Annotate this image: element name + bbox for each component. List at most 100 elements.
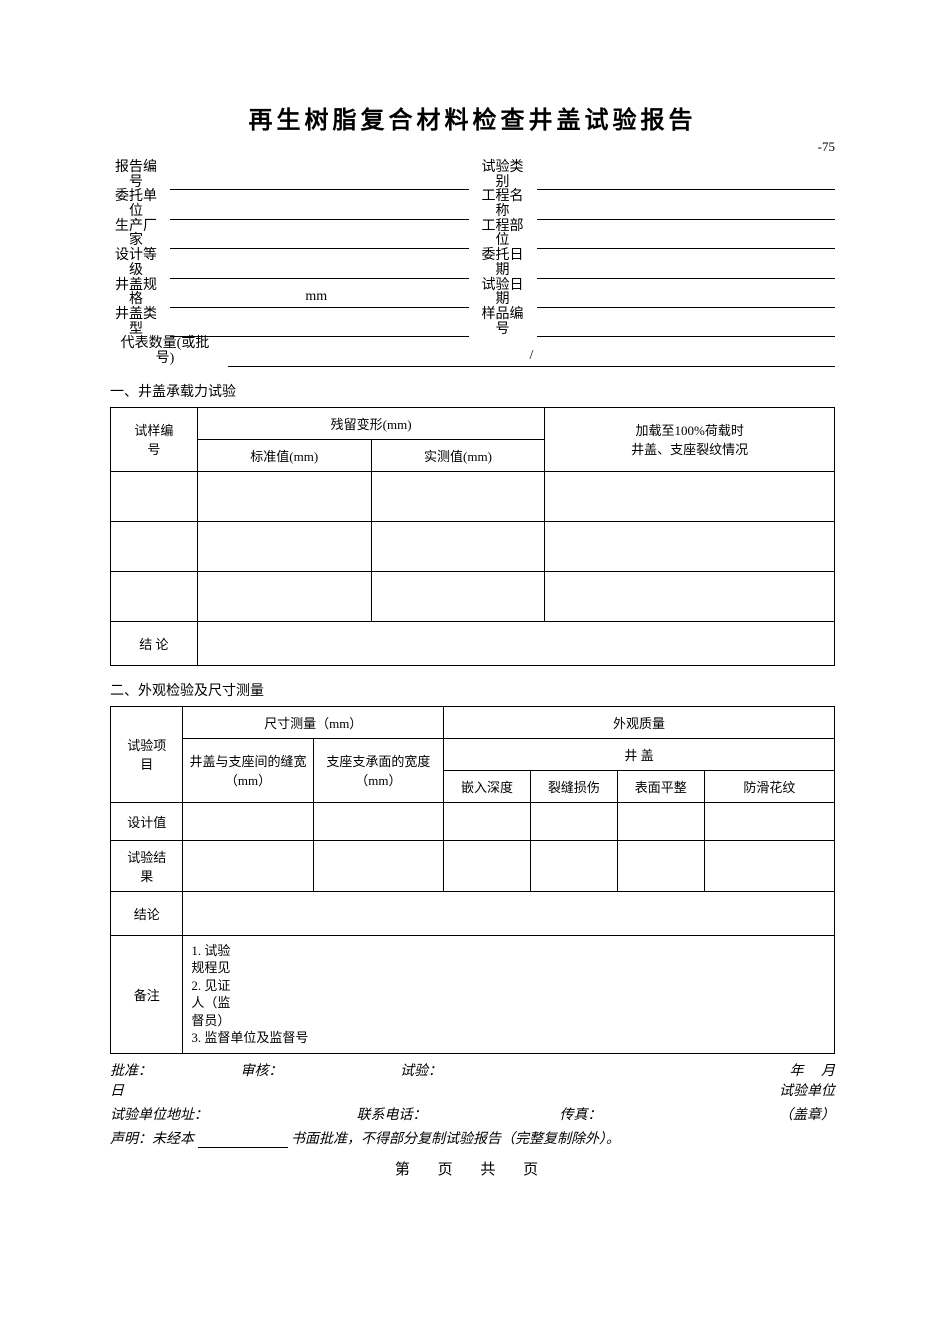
th-embed-depth: 嵌入深度 <box>444 770 531 802</box>
table-cell[interactable] <box>183 802 313 840</box>
th-design-value: 设计值 <box>111 802 183 840</box>
lbl-fax: 传真： <box>560 1104 720 1124</box>
lbl-month: 月 <box>821 1064 835 1079</box>
table-cell[interactable] <box>545 571 835 621</box>
note-line: 人（监 <box>191 994 826 1012</box>
footer-day-unit-row: 日 试验单位 <box>110 1080 835 1100</box>
lbl-sample-no: 样品编 号 <box>477 308 529 337</box>
th-notes: 备注 <box>111 935 183 1053</box>
table-cell[interactable] <box>371 521 545 571</box>
th-conclusion: 结 论 <box>111 621 198 665</box>
cell-conclusion2[interactable] <box>183 891 835 935</box>
table-cell[interactable] <box>371 471 545 521</box>
lbl-manufacturer: 生产厂 家 <box>110 220 162 249</box>
field-cover-type[interactable] <box>170 315 469 337</box>
table-cell[interactable] <box>197 571 371 621</box>
th-surface-flat: 表面平整 <box>617 770 704 802</box>
table-cell[interactable] <box>444 840 531 891</box>
lbl-commission-date: 委托日 期 <box>477 249 529 278</box>
field-batch[interactable]: / <box>228 345 835 367</box>
th-test-item: 试验项 目 <box>111 706 183 802</box>
pager-p1: 第 <box>395 1162 422 1178</box>
decl-post: 书面批准，不得部分复制试验报告（完整复制除外）。 <box>291 1132 620 1147</box>
field-report-no[interactable] <box>170 168 469 190</box>
th-measured-value: 实测值(mm) <box>371 439 545 471</box>
table-cell[interactable] <box>111 471 198 521</box>
field-design-grade[interactable] <box>170 257 469 279</box>
lbl-test-type: 试验类 别 <box>477 161 529 190</box>
lbl-approve: 批准： <box>110 1060 241 1080</box>
cell-conclusion[interactable] <box>197 621 834 665</box>
lbl-test: 试验： <box>400 1060 618 1080</box>
lbl-day: 日 <box>110 1080 124 1100</box>
lbl-batch: 代表数量(或批 号) <box>110 337 220 366</box>
note-line: 3. 监督单位及监督号 <box>191 1029 826 1047</box>
table-cell[interactable] <box>704 802 834 840</box>
table-cell[interactable] <box>197 471 371 521</box>
lbl-year: 年 <box>790 1064 804 1079</box>
lbl-test-date: 试验日 期 <box>477 279 529 308</box>
table-cell[interactable] <box>197 521 371 571</box>
lbl-client: 委托单 位 <box>110 190 162 219</box>
field-commission-date[interactable] <box>537 257 836 279</box>
field-project-name[interactable] <box>537 198 836 220</box>
lbl-project-name: 工程名 称 <box>477 190 529 219</box>
table-cell[interactable] <box>111 571 198 621</box>
th-crack-state: 加载至100%荷载时 井盖、支座裂纹情况 <box>545 407 835 471</box>
table-cell[interactable] <box>313 802 443 840</box>
table-cell[interactable] <box>371 571 545 621</box>
lbl-review: 审核： <box>241 1060 401 1080</box>
lbl-cover-type: 井盖类 型 <box>110 308 162 337</box>
table-cell[interactable] <box>183 840 313 891</box>
field-cover-spec[interactable]: mm <box>170 286 469 308</box>
header-fields: 报告编 号 试验类 别 委托单 位 工程名 称 生产厂 家 工程部 位 设计等 … <box>110 161 835 337</box>
pager-p4: 页 <box>523 1162 550 1178</box>
th-sample-no: 试样编 号 <box>111 407 198 471</box>
form-code: -75 <box>110 139 835 155</box>
th-standard-value: 标准值(mm) <box>197 439 371 471</box>
th-conclusion2: 结论 <box>111 891 183 935</box>
pager-p3: 共 <box>480 1162 507 1178</box>
field-sample-no[interactable] <box>537 315 836 337</box>
pager: 第 页 共 页 <box>110 1158 835 1179</box>
th-cover: 井 盖 <box>444 738 835 770</box>
th-appearance: 外观质量 <box>444 706 835 738</box>
doc-title: 再生树脂复合材料检查井盖试验报告 <box>110 100 835 135</box>
table-cell[interactable] <box>111 521 198 571</box>
decl-blank[interactable] <box>198 1132 288 1148</box>
lbl-project-part: 工程部 位 <box>477 220 529 249</box>
field-manufacturer[interactable] <box>170 227 469 249</box>
table-load-test: 试样编 号 残留变形(mm) 加载至100%荷载时 井盖、支座裂纹情况 标准值(… <box>110 407 835 666</box>
th-crack-damage: 裂缝损伤 <box>530 770 617 802</box>
table-cell[interactable] <box>444 802 531 840</box>
note-line: 督员） <box>191 1012 826 1030</box>
table-cell[interactable] <box>545 521 835 571</box>
section2-title: 二、外观检验及尺寸测量 <box>110 680 835 700</box>
footer-declaration: 声明：未经本 书面批准，不得部分复制试验报告（完整复制除外）。 <box>110 1128 835 1148</box>
th-antiskid: 防滑花纹 <box>704 770 834 802</box>
lbl-seal: （盖章） <box>719 1104 835 1124</box>
pager-p2: 页 <box>438 1162 465 1178</box>
lbl-addr: 试验单位地址： <box>110 1104 357 1124</box>
table-cell[interactable] <box>545 471 835 521</box>
field-project-part[interactable] <box>537 227 836 249</box>
lbl-date: 年 月 <box>618 1060 836 1080</box>
table-cell[interactable] <box>617 840 704 891</box>
field-client[interactable] <box>170 198 469 220</box>
field-test-date[interactable] <box>537 286 836 308</box>
lbl-tel: 联系电话： <box>357 1104 560 1124</box>
th-test-result: 试验结 果 <box>111 840 183 891</box>
field-test-type[interactable] <box>537 168 836 190</box>
table-cell[interactable] <box>704 840 834 891</box>
table-cell[interactable] <box>313 840 443 891</box>
table-cell[interactable] <box>530 840 617 891</box>
note-line: 2. 见证 <box>191 977 826 995</box>
footer-sign-row: 批准： 审核： 试验： 年 月 <box>110 1060 835 1080</box>
lbl-report-no: 报告编 号 <box>110 161 162 190</box>
table-cell[interactable] <box>530 802 617 840</box>
table-cell[interactable] <box>617 802 704 840</box>
decl-pre: 声明：未经本 <box>110 1132 194 1147</box>
cell-notes: 1. 试验 规程见 2. 见证 人（监 督员） 3. 监督单位及监督号 <box>183 935 835 1053</box>
note-line: 规程见 <box>191 959 826 977</box>
lbl-cover-spec: 井盖规 格 <box>110 279 162 308</box>
